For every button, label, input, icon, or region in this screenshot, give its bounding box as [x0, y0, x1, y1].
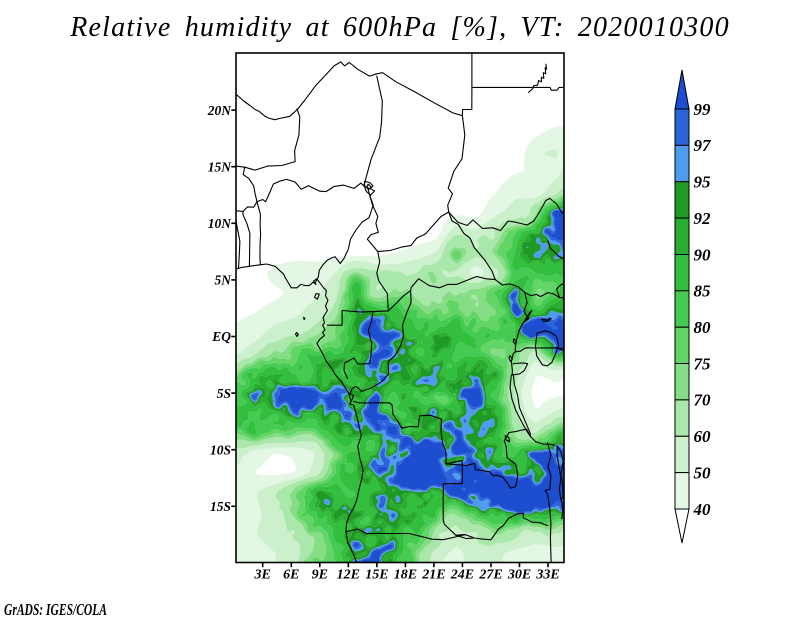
svg-text:92: 92 — [694, 209, 712, 228]
svg-text:12E: 12E — [337, 568, 360, 583]
svg-text:60: 60 — [694, 427, 712, 446]
svg-text:9E: 9E — [312, 568, 328, 583]
svg-text:20N: 20N — [207, 103, 233, 118]
svg-text:95: 95 — [694, 173, 712, 192]
svg-text:EQ: EQ — [211, 329, 231, 344]
svg-text:70: 70 — [694, 391, 712, 410]
svg-text:33E: 33E — [535, 568, 559, 583]
svg-text:24E: 24E — [450, 568, 474, 583]
svg-text:90: 90 — [694, 245, 712, 264]
svg-text:27E: 27E — [478, 568, 502, 583]
svg-text:40: 40 — [693, 500, 712, 519]
svg-text:30E: 30E — [507, 568, 531, 583]
svg-text:15N: 15N — [208, 159, 233, 174]
svg-text:75: 75 — [694, 354, 712, 373]
svg-text:5S: 5S — [217, 386, 231, 401]
svg-text:50: 50 — [694, 463, 712, 482]
svg-text:15S: 15S — [210, 499, 231, 514]
svg-text:18E: 18E — [394, 568, 417, 583]
svg-text:5N: 5N — [215, 273, 233, 288]
svg-text:80: 80 — [694, 318, 712, 337]
svg-text:97: 97 — [694, 136, 713, 155]
svg-text:10S: 10S — [210, 442, 231, 457]
svg-text:10N: 10N — [208, 216, 233, 231]
svg-text:3E: 3E — [254, 568, 271, 583]
svg-text:6E: 6E — [283, 568, 299, 583]
svg-text:99: 99 — [694, 100, 712, 119]
svg-text:21E: 21E — [421, 568, 445, 583]
svg-text:15E: 15E — [365, 568, 388, 583]
svg-text:85: 85 — [694, 282, 712, 301]
